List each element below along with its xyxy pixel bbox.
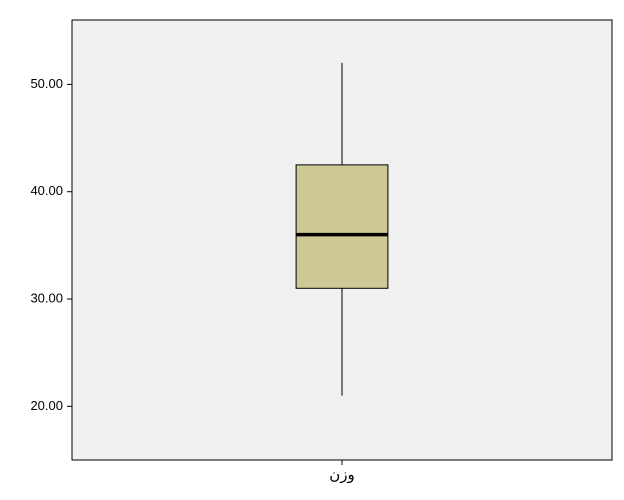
box — [296, 165, 388, 288]
boxplot-chart: 20.00 30.00 40.00 50.00 وزن — [0, 0, 624, 500]
chart-svg: 20.00 30.00 40.00 50.00 وزن — [0, 0, 624, 500]
x-axis-label: وزن — [329, 466, 355, 483]
y-tick-label: 20.00 — [30, 398, 63, 413]
y-tick-label: 50.00 — [30, 76, 63, 91]
y-tick-label: 40.00 — [30, 183, 63, 198]
y-tick-label: 30.00 — [30, 290, 63, 305]
